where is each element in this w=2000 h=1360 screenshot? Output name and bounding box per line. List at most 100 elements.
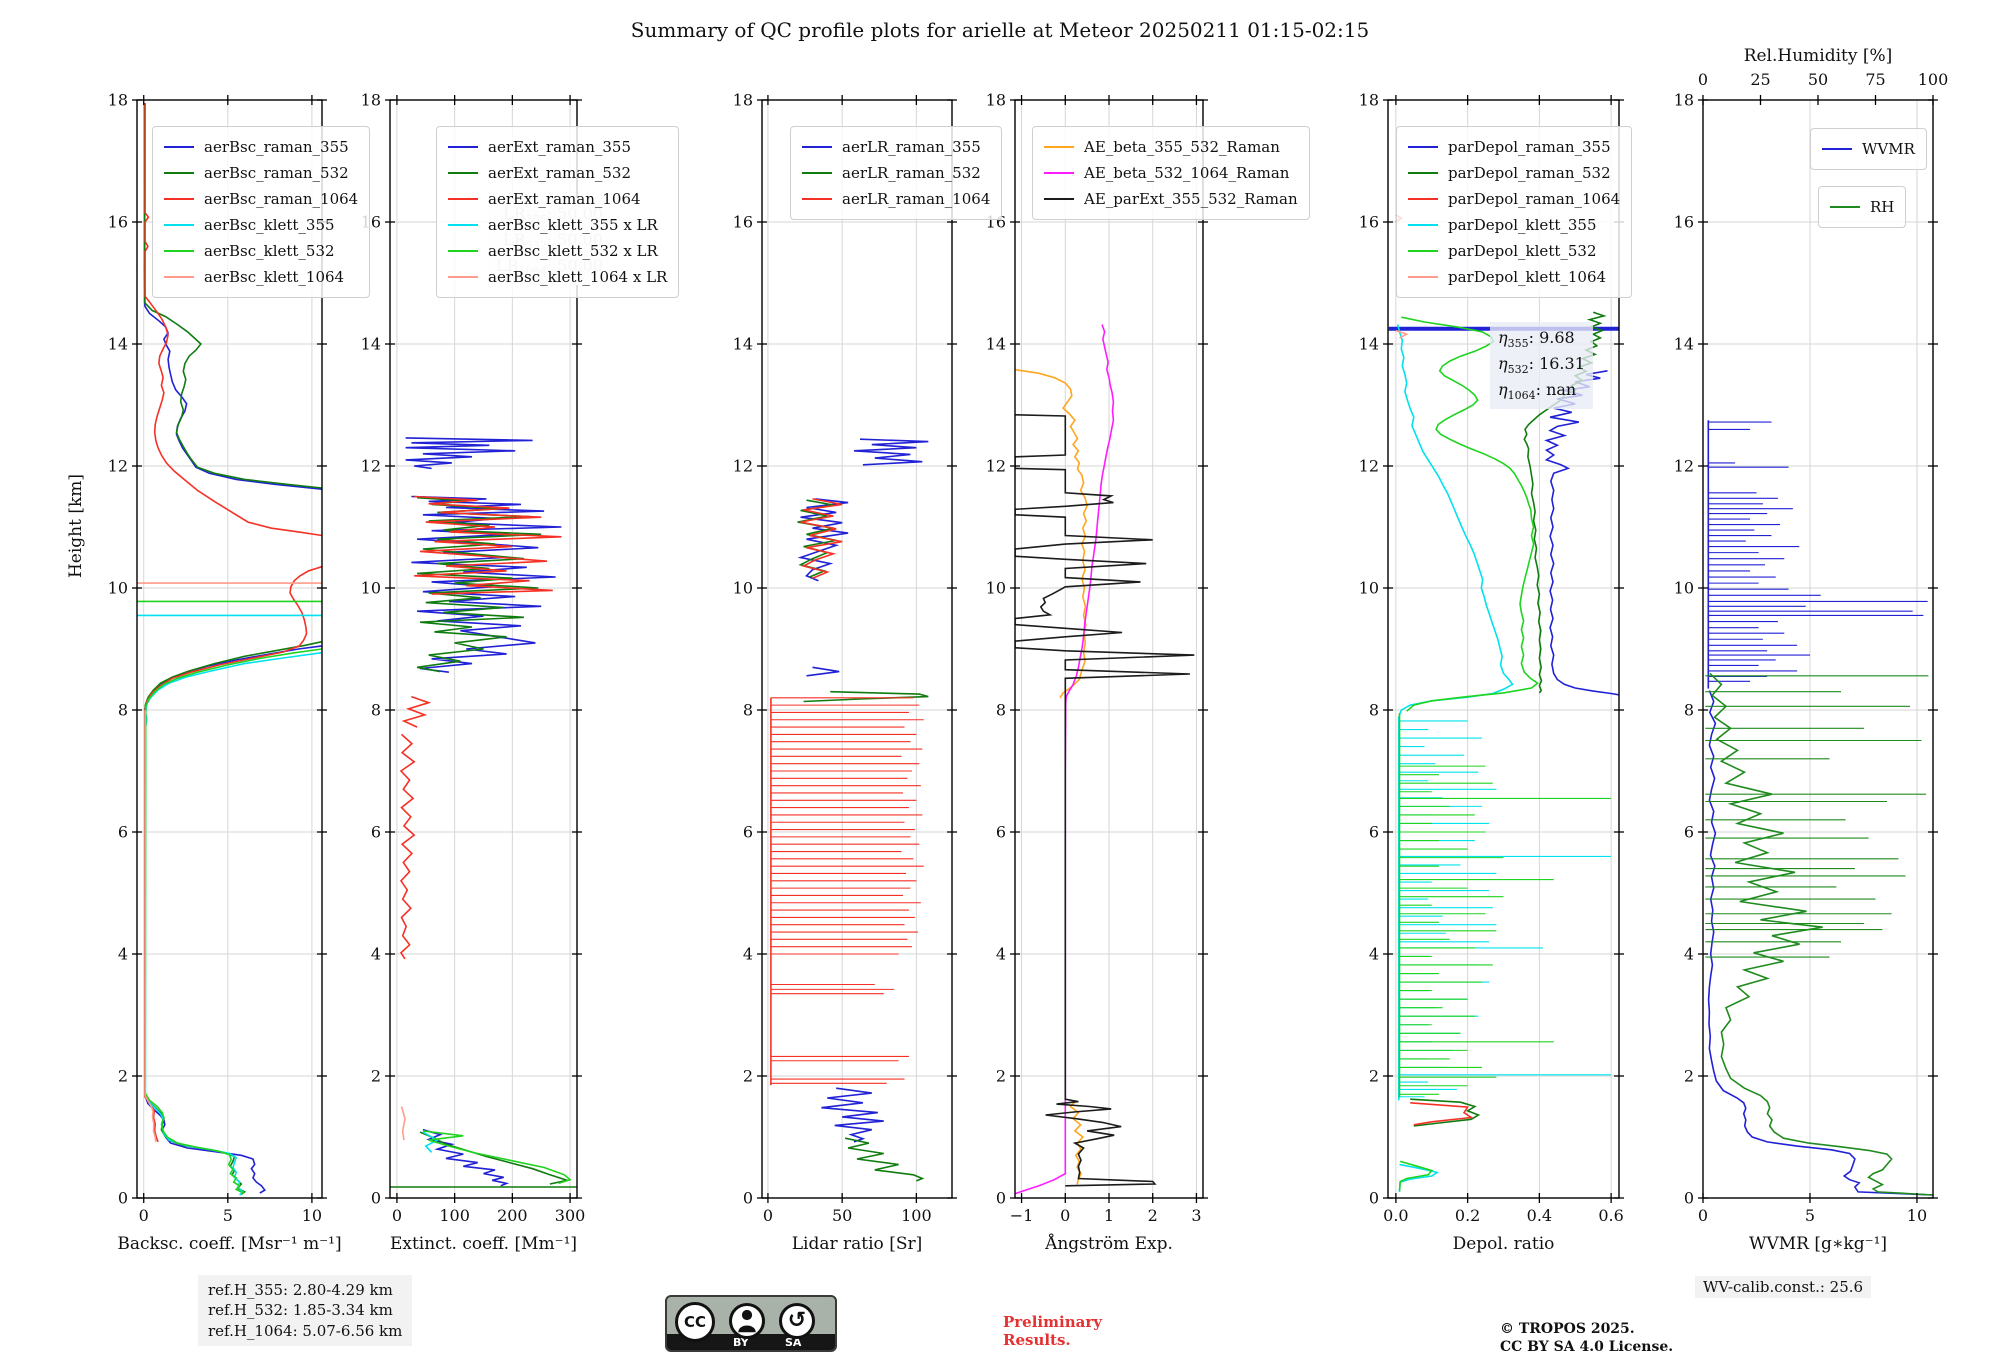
- x-tick-label: 50: [831, 1206, 853, 1225]
- x-tick-label: 0.4: [1526, 1206, 1553, 1225]
- x-tick-label: 0: [1060, 1206, 1071, 1225]
- legend-item-label: aerExt_raman_355: [488, 138, 631, 156]
- series-lr: [770, 438, 929, 1182]
- y-tick-label: 12: [985, 456, 1006, 476]
- x-tick-label: 10: [301, 1206, 323, 1225]
- series-line-aerBsc_klett_532 x LR: [422, 1130, 572, 1185]
- x-axis-label: Lidar ratio [Sr]: [791, 1234, 923, 1254]
- ticks-wvmr: [1698, 95, 1938, 1203]
- legend-item-label: aerBsc_klett_355: [204, 216, 335, 234]
- axes-spines: [136, 99, 323, 1199]
- legend-line-swatch: [448, 146, 478, 148]
- series-ext: [390, 437, 577, 1188]
- ref-h-532: ref.H_532: 1.85-3.34 km: [208, 1301, 393, 1320]
- ticks-ae: [1010, 95, 1208, 1203]
- series-line-parDepol_klett_532: [1398, 1160, 1434, 1191]
- legend-item-label: aerBsc_raman_355: [204, 138, 349, 156]
- series-line-aerExt_raman_532: [419, 1131, 571, 1185]
- x-axis-label: Depol. ratio: [1452, 1234, 1555, 1254]
- series-line-aerLR_raman_355: [806, 666, 840, 677]
- legend-item: parDepol_klett_1064: [1408, 264, 1620, 290]
- axes-spines: [761, 99, 953, 1199]
- legend-ext: aerExt_raman_355 aerExt_raman_532 aerExt_r…: [436, 126, 680, 298]
- annotation-eta-values: η355: 9.68 η532: 16.31 η1064: nan: [1490, 322, 1593, 409]
- annotation-subscript: 532: [1507, 363, 1529, 377]
- series-line-aerBsc_raman_532: [143, 103, 322, 489]
- series-line-aerBsc_klett_355 x LR: [422, 1131, 439, 1153]
- top-tick-label: 50: [1807, 70, 1829, 89]
- legend-item-label: RH: [1870, 198, 1895, 216]
- x-tick-label: 100: [901, 1206, 932, 1225]
- wv-calibration-constant: WV-calib.const.: 25.6: [1695, 1276, 1872, 1298]
- legend-line-swatch: [164, 276, 194, 278]
- copyright-note: © TROPOS 2025. CC BY SA 4.0 License.: [1500, 1321, 1674, 1356]
- cc-sa-label: SA: [785, 1336, 802, 1349]
- legend-item-label: WVMR: [1862, 140, 1915, 158]
- y-tick-label: 10: [732, 578, 753, 598]
- legend-line-swatch: [1408, 276, 1438, 278]
- series-line-aerBsc_raman_355: [144, 645, 322, 1194]
- y-tick-label: 12: [732, 456, 753, 476]
- series-line-AE_beta_532_1064_Raman: [1015, 324, 1115, 1195]
- y-tick-label: 4: [742, 944, 753, 964]
- legend-item-label: aerBsc_raman_1064: [204, 190, 359, 208]
- y-tick-label: 16: [1673, 212, 1694, 232]
- y-tick-label: 0: [370, 1188, 381, 1208]
- x-tick-label: 1: [1103, 1206, 1115, 1225]
- legend-item-label: parDepol_klett_355: [1448, 216, 1597, 234]
- legend-item: RH: [1830, 194, 1894, 220]
- y-tick-label: 8: [1683, 700, 1694, 720]
- y-tick-label: 6: [995, 822, 1006, 842]
- x-axis-label: WVMR [g∗kg⁻¹]: [1748, 1234, 1888, 1254]
- legend-item-label: AE_beta_532_1064_Raman: [1084, 164, 1290, 182]
- legend-item: aerBsc_klett_1064 x LR: [448, 264, 667, 290]
- legend-line-swatch: [1044, 198, 1074, 200]
- grid-wvmr: [1702, 99, 1933, 1199]
- legend-item: parDepol_raman_1064: [1408, 186, 1620, 212]
- y-tick-label: 10: [1358, 578, 1379, 598]
- axes-spines: [389, 99, 578, 1199]
- legend-item-label: AE_beta_355_532_Raman: [1084, 138, 1280, 156]
- ref-h-355: ref.H_355: 2.80-4.29 km: [208, 1281, 393, 1299]
- x-tick-label: 0: [1697, 1206, 1709, 1225]
- series-line-aerLR_raman_355: [853, 438, 929, 466]
- legend-line-swatch: [448, 224, 478, 226]
- series-wvmr: [1705, 420, 1933, 1196]
- legend-item-label: aerBsc_klett_1064 x LR: [488, 268, 668, 286]
- legend-line-swatch: [1044, 146, 1074, 148]
- y-tick-label: 14: [1358, 334, 1379, 354]
- page-title: Summary of QC profile plots for arielle …: [630, 18, 1370, 42]
- x-axis-label: Extinct. coeff. [Mm⁻¹]: [389, 1234, 578, 1254]
- series-line-aerBsc_raman_1064: [144, 103, 322, 537]
- y-tick-label: 14: [360, 334, 381, 354]
- annotation-line: η532: 16.31: [1498, 352, 1585, 378]
- series-line-WVMR: [1707, 690, 1933, 1196]
- legend-item-label: aerExt_raman_1064: [488, 190, 641, 208]
- y-tick-label: 10: [360, 578, 381, 598]
- legend-item-label: aerLR_raman_355: [842, 138, 981, 156]
- y-tick-label: 0: [1368, 1188, 1379, 1208]
- series-line-parDepol_raman_355: [1544, 370, 1619, 696]
- y-tick-label: 10: [1673, 578, 1694, 598]
- y-tick-label: 16: [732, 212, 753, 232]
- x-tick-label: 0: [391, 1206, 403, 1225]
- preliminary-results-note: Preliminary Results.: [1003, 1313, 1102, 1349]
- series-line-aerExt_raman_1064: [414, 495, 562, 595]
- cc-icon: CC: [675, 1302, 715, 1342]
- legend-line-swatch: [1830, 206, 1860, 208]
- y-tick-label: 6: [742, 822, 753, 842]
- series-line-parDepol_klett_1064: [1395, 329, 1409, 339]
- y-tick-label: 6: [1368, 822, 1379, 842]
- legend-line-swatch: [164, 172, 194, 174]
- legend-line-swatch: [164, 146, 194, 148]
- y-tick-label: 4: [117, 944, 128, 964]
- annotation-subscript: 355: [1507, 337, 1529, 351]
- sa-arrow-icon: ↺: [779, 1303, 815, 1339]
- y-tick-label: 16: [1358, 212, 1379, 232]
- legend-item: WVMR: [1822, 136, 1915, 162]
- legend-item: aerBsc_raman_355: [164, 134, 358, 160]
- y-tick-label: 0: [117, 1188, 128, 1208]
- ticks-depol: [1383, 95, 1624, 1203]
- y-tick-label: 6: [1683, 822, 1694, 842]
- series-line-AE_parExt_355_532_Raman: [1015, 414, 1195, 1187]
